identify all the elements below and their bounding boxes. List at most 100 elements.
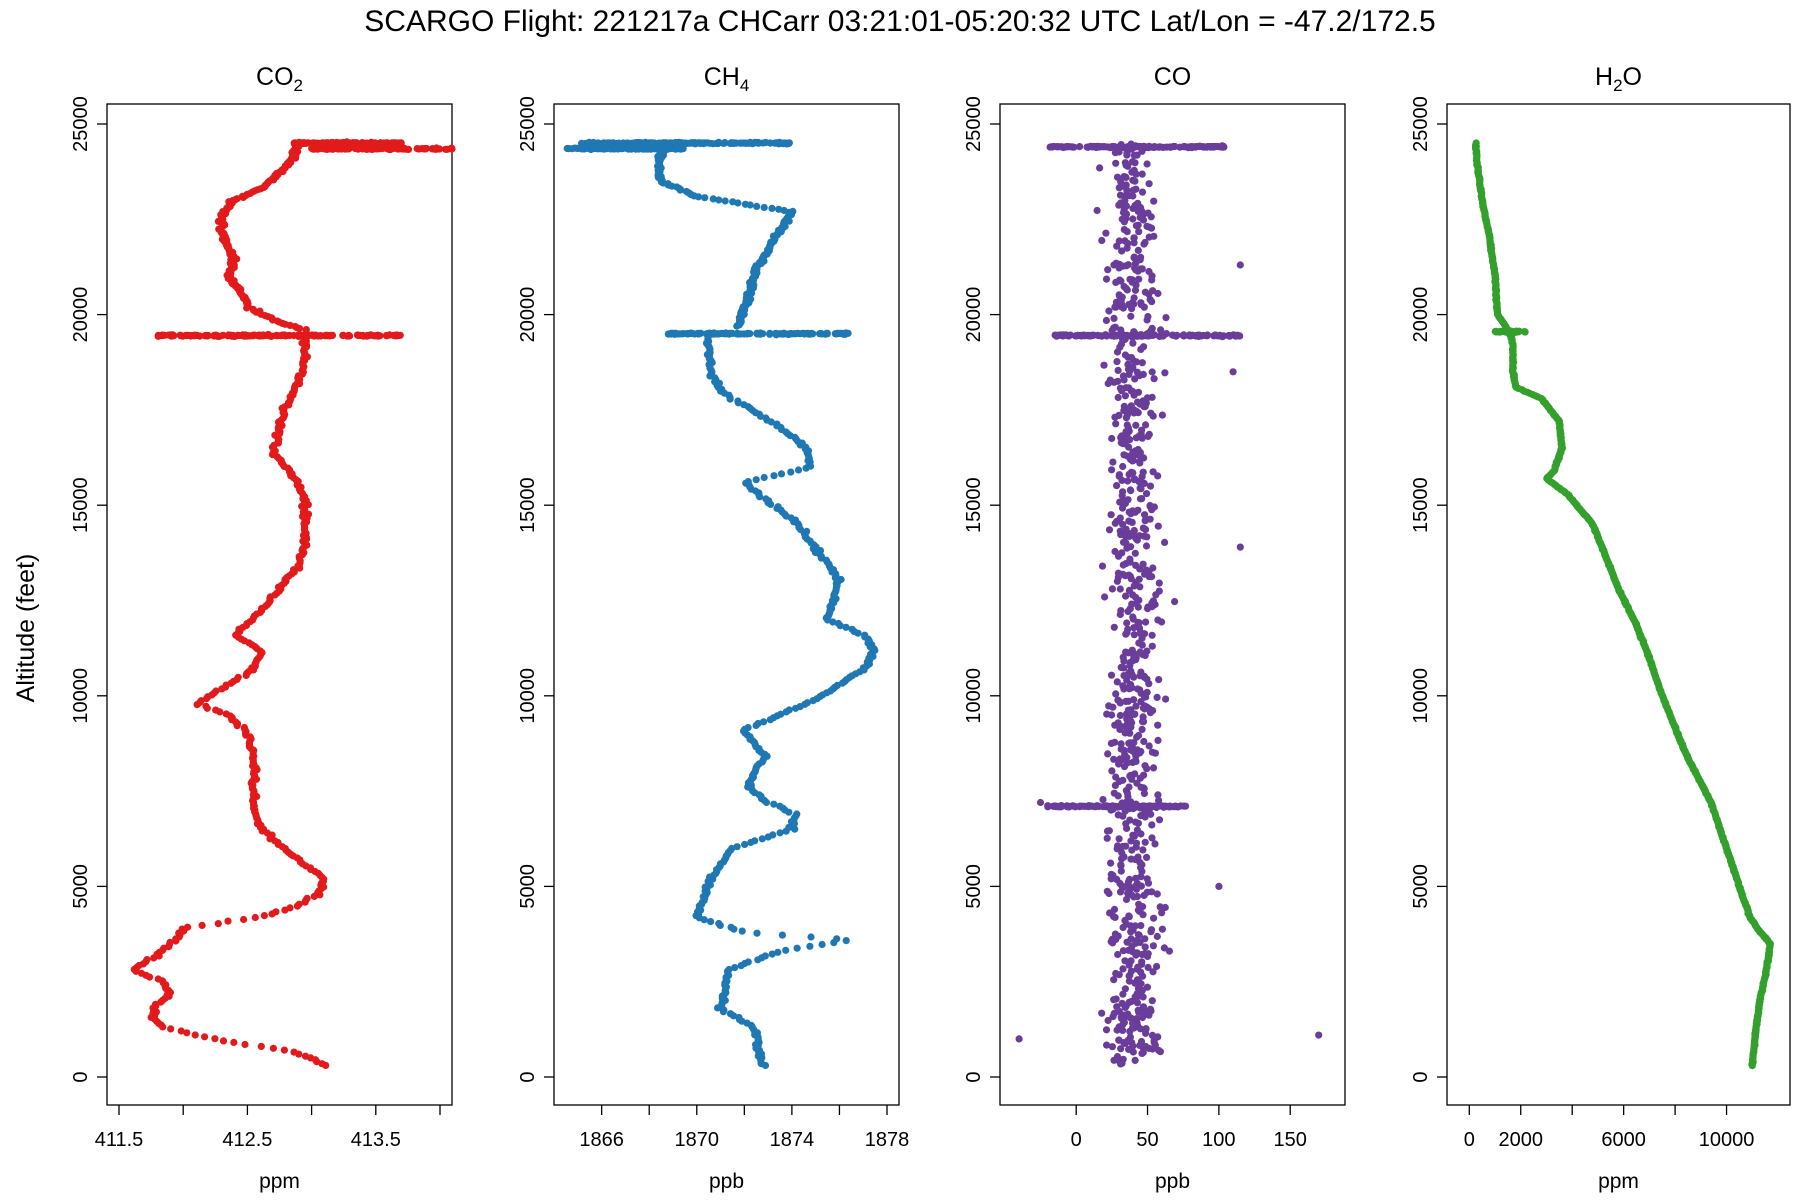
x-axis-label: ppb (709, 1170, 744, 1193)
data-point (1147, 928, 1155, 936)
data-point (687, 329, 695, 337)
data-point (1140, 479, 1148, 487)
panel-title: CH4 (704, 63, 750, 95)
data-point (834, 619, 843, 628)
data-point (1132, 185, 1140, 193)
panel-co: CO 0 5000 10000 15000 20000 25000 0 50 100 150 ppb (963, 63, 1346, 1193)
data-point (1108, 711, 1116, 719)
data-point (265, 331, 273, 339)
data-point (1144, 950, 1152, 958)
data-point (1107, 739, 1115, 748)
data-point (1121, 985, 1129, 993)
data-point (1154, 721, 1162, 729)
data-point (295, 900, 303, 908)
data-point (1139, 1003, 1148, 1011)
data-point (167, 1025, 175, 1033)
data-point (744, 958, 752, 966)
data-point (1142, 525, 1150, 534)
data-point (776, 802, 784, 810)
data-point (203, 332, 211, 340)
y-tick-label: 0 (1410, 1071, 1432, 1082)
data-point (1129, 363, 1137, 372)
data-point (1119, 682, 1127, 690)
y-tick-label: 25000 (70, 96, 92, 152)
data-point (1113, 678, 1121, 686)
data-point (768, 204, 776, 212)
data-point (1124, 1010, 1132, 1018)
data-point (1108, 1043, 1116, 1051)
data-point (1142, 542, 1151, 550)
data-point (1145, 742, 1153, 750)
data-point (1101, 803, 1109, 811)
data-point (725, 965, 733, 974)
data-point (1136, 858, 1144, 867)
data-point (1142, 421, 1150, 429)
data-point (1139, 972, 1147, 980)
data-point (1100, 361, 1108, 369)
data-point (1118, 799, 1126, 807)
data-point (240, 723, 248, 732)
data-point (671, 145, 680, 153)
y-tick-label: 5000 (1410, 864, 1432, 909)
data-point (1122, 161, 1130, 169)
data-point (1119, 1020, 1127, 1028)
data-point (726, 1010, 735, 1018)
data-point (1130, 294, 1138, 302)
data-point (1520, 328, 1528, 336)
data-point (571, 144, 579, 152)
data-point (1128, 158, 1137, 166)
data-point (739, 139, 748, 147)
data-point (1080, 331, 1088, 339)
data-point (1137, 299, 1145, 307)
data-point (1128, 646, 1136, 654)
data-point (1116, 498, 1124, 506)
data-point (1105, 143, 1113, 151)
data-point (758, 835, 766, 843)
panel-title: CO2 (256, 63, 303, 95)
data-point (1103, 834, 1111, 842)
data-point (1149, 1045, 1157, 1053)
data-point (292, 139, 300, 147)
data-point (1147, 213, 1155, 221)
data-point (394, 145, 402, 153)
data-point (1112, 278, 1120, 286)
data-point (1152, 803, 1161, 812)
data-point (1148, 834, 1156, 842)
data-point (1148, 393, 1156, 401)
data-point (1155, 796, 1163, 805)
data-point (1154, 472, 1162, 480)
data-point (1149, 942, 1157, 950)
data-point (201, 1033, 209, 1041)
x-tick-label: 1870 (675, 1129, 720, 1151)
data-point (696, 139, 704, 147)
data-point (165, 331, 173, 339)
data-point (785, 706, 793, 714)
data-point (769, 831, 777, 839)
data-point (1140, 693, 1149, 701)
data-point (841, 330, 849, 338)
data-point (1160, 944, 1168, 952)
data-point (1134, 819, 1142, 827)
data-point (1135, 596, 1143, 604)
data-point (1137, 430, 1145, 438)
data-point (1156, 1048, 1164, 1056)
data-point (1181, 143, 1189, 151)
data-point (1100, 143, 1108, 151)
data-point (1114, 719, 1122, 727)
data-point (787, 468, 795, 476)
data-point (1098, 236, 1106, 245)
y-tick-label: 25000 (517, 96, 539, 152)
data-point (183, 1029, 191, 1037)
data-point (729, 198, 737, 206)
data-point (1123, 452, 1132, 460)
data-point (707, 918, 715, 926)
data-point (1153, 932, 1161, 941)
data-point (353, 331, 361, 339)
data-point (789, 207, 797, 215)
data-point (1107, 511, 1115, 519)
data-point (1137, 668, 1145, 676)
data-point (665, 144, 673, 152)
data-point (1125, 571, 1133, 579)
data-point (1130, 234, 1138, 242)
